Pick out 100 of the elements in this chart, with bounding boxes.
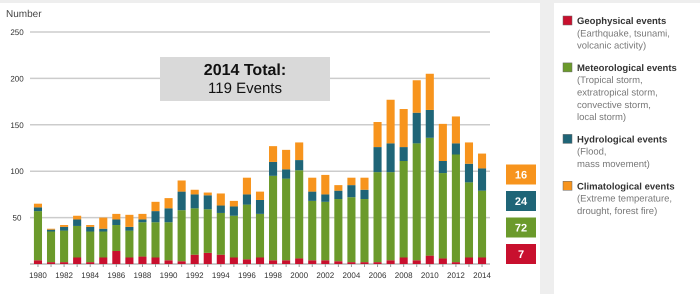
- bar: [464, 182, 474, 258]
- bar: [374, 122, 382, 148]
- bar: [73, 216, 82, 220]
- bar: [164, 208, 173, 222]
- bar: [295, 258, 304, 264]
- x-tick-label: 1986: [107, 271, 126, 280]
- y-axis-title: Number: [6, 9, 42, 20]
- bar: [242, 259, 251, 264]
- bar: [125, 230, 134, 258]
- bar: [34, 207, 42, 212]
- bar: [374, 147, 382, 172]
- bar: [400, 147, 408, 161]
- bar: [452, 116, 460, 144]
- bar: [164, 260, 173, 264]
- bar: [73, 226, 82, 258]
- bar: [400, 160, 408, 258]
- bar: [464, 142, 474, 164]
- bar: [204, 209, 212, 253]
- y-tick-label: 200: [10, 74, 24, 84]
- bar: [321, 194, 330, 202]
- bar: [360, 190, 369, 200]
- bar: [347, 185, 356, 198]
- bar: [426, 138, 434, 256]
- bar: [112, 219, 120, 226]
- bar: [334, 185, 342, 191]
- bar: [178, 180, 186, 192]
- x-tick-label: 1988: [134, 271, 152, 280]
- bar: [138, 256, 146, 264]
- bar: [73, 219, 82, 226]
- text: 24: [514, 196, 528, 208]
- bar: [242, 204, 251, 260]
- legend-label: Climatological events (Extreme temperature, drought, forest fire): [577, 181, 675, 217]
- bar: [242, 194, 251, 205]
- x-tick-label: 2006: [368, 271, 387, 280]
- bar: [386, 143, 395, 172]
- bar: [112, 214, 120, 220]
- x-tick-label: 1992: [186, 271, 204, 280]
- bar: [426, 74, 434, 110]
- bar: [269, 260, 278, 264]
- bar: [164, 198, 173, 208]
- bar: [151, 202, 160, 212]
- bar: [400, 109, 408, 148]
- bar: [412, 80, 421, 113]
- bar: [46, 232, 56, 262]
- bar: [112, 251, 120, 264]
- bar: [295, 160, 304, 170]
- legend-label: Meteorological events (Tropical storm, extratropical storm, convective storm, local storm): [577, 62, 677, 124]
- x-tick-label: 2004: [342, 271, 361, 280]
- bar: [347, 178, 356, 186]
- bar: [34, 260, 42, 264]
- bar: [99, 258, 108, 264]
- bar: [334, 261, 342, 264]
- bar: [151, 258, 160, 264]
- bar: [386, 100, 395, 144]
- bar: [256, 200, 264, 214]
- bar: [34, 211, 42, 260]
- bar: [60, 226, 68, 231]
- bar: [34, 204, 42, 208]
- bar: [230, 216, 238, 258]
- y-tick-label: 100: [10, 167, 24, 176]
- bar: [386, 260, 395, 264]
- x-tick-label: 1984: [81, 271, 100, 280]
- bar: [256, 214, 264, 258]
- bar: [321, 174, 330, 194]
- bar: [190, 254, 199, 264]
- bar: [438, 173, 447, 258]
- bar: [360, 199, 369, 262]
- bar: [125, 258, 134, 264]
- bar: [452, 143, 460, 154]
- bar: [73, 258, 82, 264]
- legend-label: Hydrological events (Flood, mass movement): [577, 134, 668, 170]
- bar: [151, 222, 160, 258]
- bar: [99, 232, 108, 258]
- bar: [125, 214, 134, 227]
- y-tick-label: 250: [10, 28, 24, 37]
- legend-label: Geophysical events (Earthquake, tsunami, volcanic activity): [577, 16, 670, 52]
- bar: [216, 254, 225, 264]
- bar: [308, 260, 316, 264]
- bar: [478, 168, 486, 191]
- bar: [438, 160, 447, 174]
- bar: [452, 154, 460, 262]
- bar: [204, 192, 212, 196]
- bar: [230, 206, 238, 216]
- bar: [230, 200, 238, 206]
- bar: [478, 190, 486, 258]
- bar: [374, 172, 382, 262]
- x-tick-label: 1998: [264, 271, 283, 280]
- x-tick-label: 1982: [55, 271, 74, 280]
- text: 72: [514, 222, 528, 234]
- bar: [112, 225, 120, 252]
- bar: [138, 222, 146, 257]
- bar: [242, 178, 251, 194]
- x-tick-label: 2008: [394, 271, 414, 280]
- bar: [151, 211, 160, 222]
- bar: [282, 150, 290, 170]
- bar: [269, 146, 278, 162]
- text: 16: [514, 170, 528, 182]
- bar: [99, 218, 108, 229]
- annotation: 119 Events: [208, 80, 282, 97]
- bar: [412, 112, 421, 144]
